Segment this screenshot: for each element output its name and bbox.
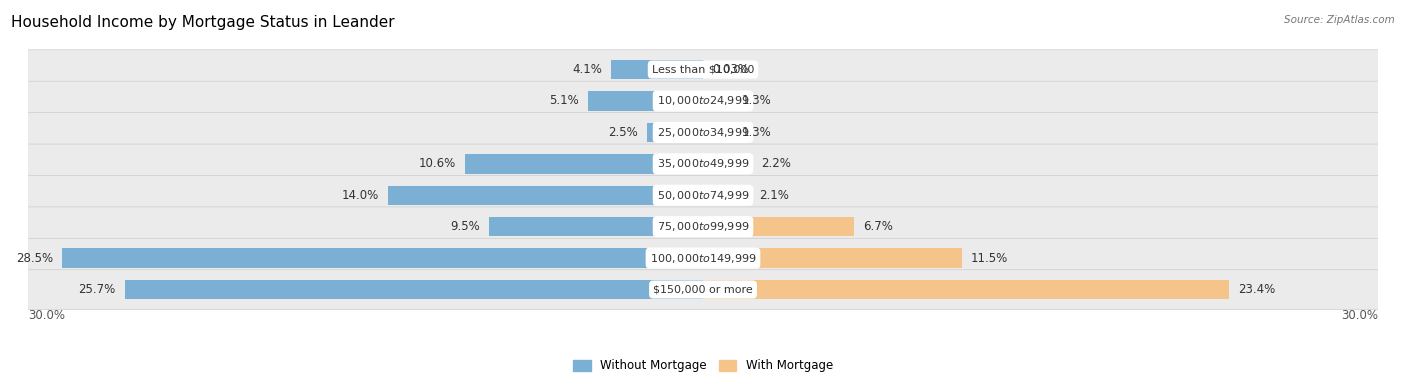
Bar bbox=[62, 248, 703, 268]
Text: 25.7%: 25.7% bbox=[79, 283, 115, 296]
Text: $75,000 to $99,999: $75,000 to $99,999 bbox=[657, 220, 749, 233]
Bar bbox=[489, 217, 703, 236]
Bar bbox=[464, 154, 703, 174]
Text: 10.6%: 10.6% bbox=[419, 157, 456, 170]
FancyBboxPatch shape bbox=[20, 50, 1386, 89]
Text: 0.03%: 0.03% bbox=[713, 63, 749, 76]
Text: $100,000 to $149,999: $100,000 to $149,999 bbox=[650, 252, 756, 265]
Text: $25,000 to $34,999: $25,000 to $34,999 bbox=[657, 126, 749, 139]
Bar bbox=[703, 280, 1229, 299]
Bar bbox=[703, 248, 962, 268]
Text: 2.2%: 2.2% bbox=[762, 157, 792, 170]
Text: Source: ZipAtlas.com: Source: ZipAtlas.com bbox=[1284, 15, 1395, 25]
Text: 30.0%: 30.0% bbox=[1341, 309, 1378, 322]
Text: 2.5%: 2.5% bbox=[607, 126, 638, 139]
Bar bbox=[703, 154, 752, 174]
Text: 6.7%: 6.7% bbox=[863, 220, 893, 233]
Text: 28.5%: 28.5% bbox=[15, 252, 53, 265]
Text: Less than $10,000: Less than $10,000 bbox=[652, 65, 754, 74]
Bar bbox=[703, 91, 733, 111]
Text: 1.3%: 1.3% bbox=[741, 126, 770, 139]
Text: $150,000 or more: $150,000 or more bbox=[654, 285, 752, 294]
Bar bbox=[388, 186, 703, 205]
Text: 9.5%: 9.5% bbox=[450, 220, 481, 233]
Legend: Without Mortgage, With Mortgage: Without Mortgage, With Mortgage bbox=[568, 355, 838, 377]
Bar bbox=[703, 186, 751, 205]
Bar bbox=[703, 123, 733, 142]
Text: $35,000 to $49,999: $35,000 to $49,999 bbox=[657, 157, 749, 170]
Text: $50,000 to $74,999: $50,000 to $74,999 bbox=[657, 189, 749, 202]
Text: 30.0%: 30.0% bbox=[28, 309, 65, 322]
Bar bbox=[610, 60, 703, 79]
FancyBboxPatch shape bbox=[20, 81, 1386, 121]
Text: 4.1%: 4.1% bbox=[572, 63, 602, 76]
FancyBboxPatch shape bbox=[20, 175, 1386, 215]
Bar bbox=[125, 280, 703, 299]
FancyBboxPatch shape bbox=[20, 113, 1386, 152]
Text: 1.3%: 1.3% bbox=[741, 94, 770, 107]
Text: $10,000 to $24,999: $10,000 to $24,999 bbox=[657, 94, 749, 107]
Text: Household Income by Mortgage Status in Leander: Household Income by Mortgage Status in L… bbox=[11, 15, 395, 30]
Text: 11.5%: 11.5% bbox=[970, 252, 1008, 265]
Text: 14.0%: 14.0% bbox=[342, 189, 380, 202]
FancyBboxPatch shape bbox=[20, 144, 1386, 184]
Bar bbox=[588, 91, 703, 111]
FancyBboxPatch shape bbox=[20, 270, 1386, 309]
Text: 23.4%: 23.4% bbox=[1239, 283, 1275, 296]
Bar bbox=[703, 217, 853, 236]
Text: 2.1%: 2.1% bbox=[759, 189, 789, 202]
FancyBboxPatch shape bbox=[20, 238, 1386, 278]
Text: 5.1%: 5.1% bbox=[550, 94, 579, 107]
Bar bbox=[647, 123, 703, 142]
FancyBboxPatch shape bbox=[20, 207, 1386, 246]
